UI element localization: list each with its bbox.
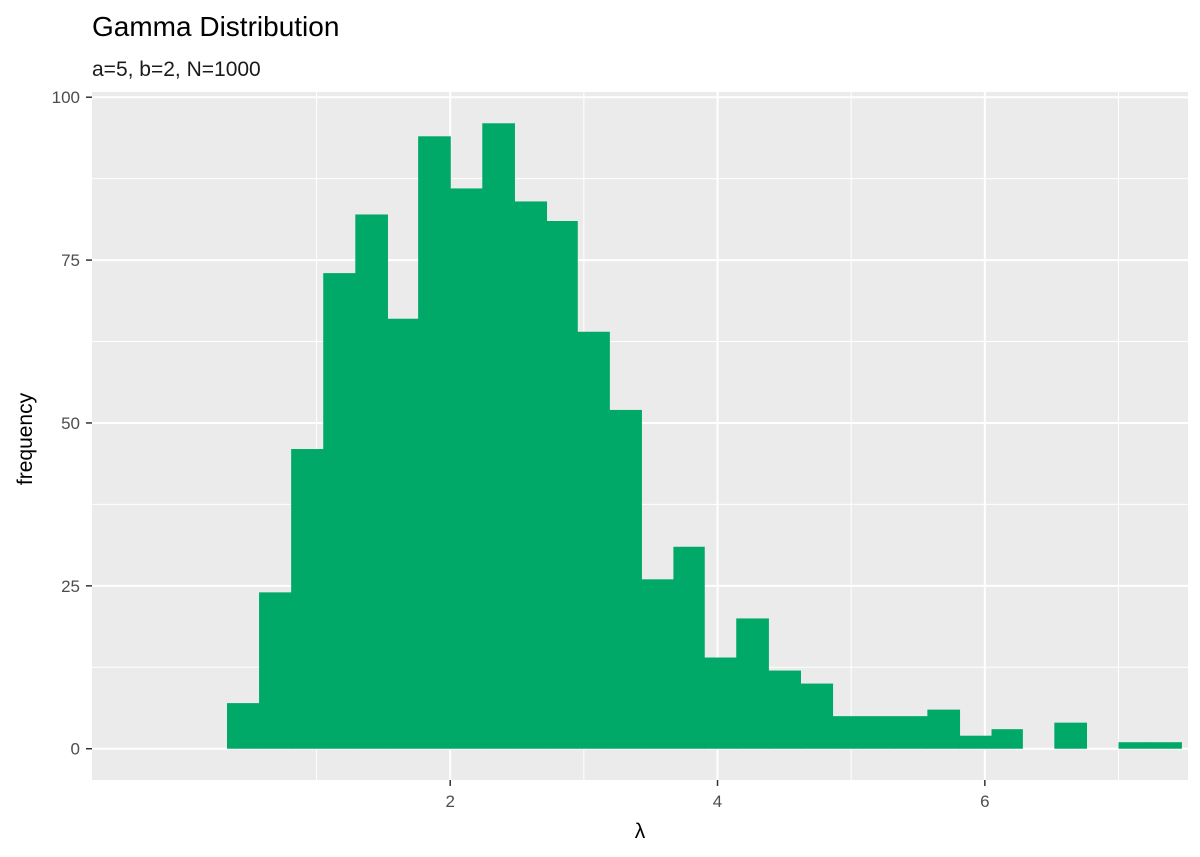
- histogram-bar: [1150, 742, 1182, 749]
- histogram-bar: [418, 136, 451, 749]
- histogram-bar: [514, 201, 548, 749]
- histogram-bar: [1118, 742, 1152, 749]
- x-axis: 2 4 6: [445, 780, 990, 811]
- histogram-bar: [226, 703, 260, 749]
- histogram-bar: [291, 449, 324, 749]
- y-tick-label: 0: [71, 740, 80, 759]
- histogram-bar: [577, 331, 610, 749]
- histogram-bar: [927, 709, 961, 749]
- histogram-bar: [259, 592, 292, 749]
- y-tick-label: 75: [61, 251, 80, 270]
- histogram-bar: [609, 409, 642, 749]
- histogram-bar: [736, 618, 769, 749]
- histogram-bar: [991, 729, 1023, 749]
- histogram-bar: [387, 318, 419, 749]
- histogram-bar: [863, 716, 896, 749]
- histogram-bar: [895, 716, 928, 749]
- histogram-bar: [323, 273, 356, 749]
- y-tick-label: 100: [52, 88, 80, 107]
- x-tick-label: 2: [445, 792, 454, 811]
- histogram-bar: [673, 546, 705, 749]
- histogram-bars: [226, 123, 1182, 749]
- y-axis-title: frequency: [14, 392, 37, 485]
- histogram-bar: [959, 735, 993, 749]
- histogram-bar: [482, 123, 515, 749]
- chart-subtitle: a=5, b=2, N=1000: [92, 58, 261, 81]
- x-tick-label: 6: [980, 792, 989, 811]
- y-tick-label: 25: [61, 577, 80, 596]
- y-axis: 0 25 50 75 100: [52, 88, 92, 759]
- histogram-bar: [1054, 722, 1088, 749]
- x-tick-label: 4: [713, 792, 722, 811]
- chart-title: Gamma Distribution: [92, 11, 339, 42]
- histogram-bar: [768, 670, 801, 749]
- histogram-bar: [704, 657, 737, 749]
- x-axis-title: λ: [635, 820, 646, 843]
- histogram-bar: [355, 214, 388, 749]
- histogram-bar: [450, 188, 483, 749]
- histogram-bar: [800, 683, 834, 749]
- histogram-bar: [641, 579, 675, 749]
- histogram-bar: [832, 716, 864, 749]
- y-tick-label: 50: [61, 414, 80, 433]
- histogram-bar: [546, 221, 578, 749]
